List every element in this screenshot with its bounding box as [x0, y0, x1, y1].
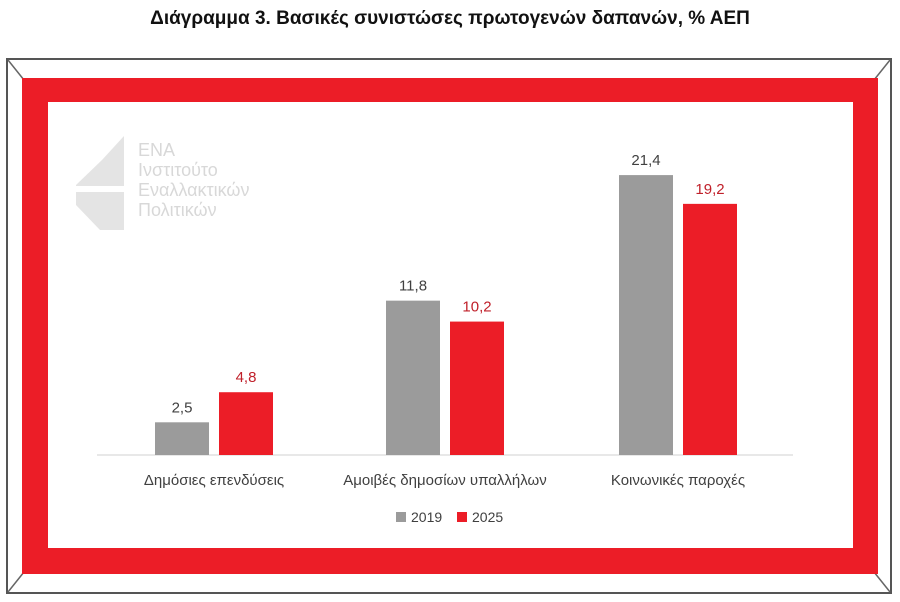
- logo-line-3: Εναλλακτικών: [138, 180, 250, 200]
- data-label-2019-1: 2,5: [172, 399, 193, 416]
- frame-corner-lines: [7, 59, 891, 593]
- bar-2025-2: [450, 321, 504, 455]
- bar-2019-3: [619, 175, 673, 455]
- bar-2025-1: [219, 392, 273, 455]
- category-label-2: Αμοιβές δημοσίων υπαλλήλων: [343, 472, 547, 489]
- legend-label-2019: 2019: [411, 509, 442, 525]
- bar-2019-2: [386, 300, 440, 455]
- logo-line-4: Πολιτικών: [138, 200, 217, 220]
- legend-swatch-2025: [457, 512, 467, 522]
- legend-swatch-2019: [396, 512, 406, 522]
- data-label-2025-2: 10,2: [462, 299, 491, 316]
- page-title: Διάγραμμα 3. Βασικές συνιστώσες πρωτογεν…: [150, 8, 750, 29]
- data-label-2019-3: 21,4: [631, 152, 660, 169]
- category-label-1: Δημόσιες επενδύσεις: [144, 472, 284, 489]
- bar-2025-3: [683, 203, 737, 455]
- logo-line-2: Ινστιτούτο: [138, 160, 218, 180]
- data-label-2025-3: 19,2: [695, 181, 724, 198]
- category-label-3: Κοινωνικές παροχές: [611, 472, 745, 489]
- institute-logo-text: ΕΝΑ Ινστιτούτο Εναλλακτικών Πολιτικών: [138, 140, 250, 220]
- logo-line-1: ΕΝΑ: [138, 140, 176, 160]
- bar-2019-1: [155, 422, 209, 455]
- legend-label-2025: 2025: [472, 509, 503, 525]
- data-label-2019-2: 11,8: [399, 278, 427, 295]
- data-label-2025-1: 4,8: [236, 369, 257, 386]
